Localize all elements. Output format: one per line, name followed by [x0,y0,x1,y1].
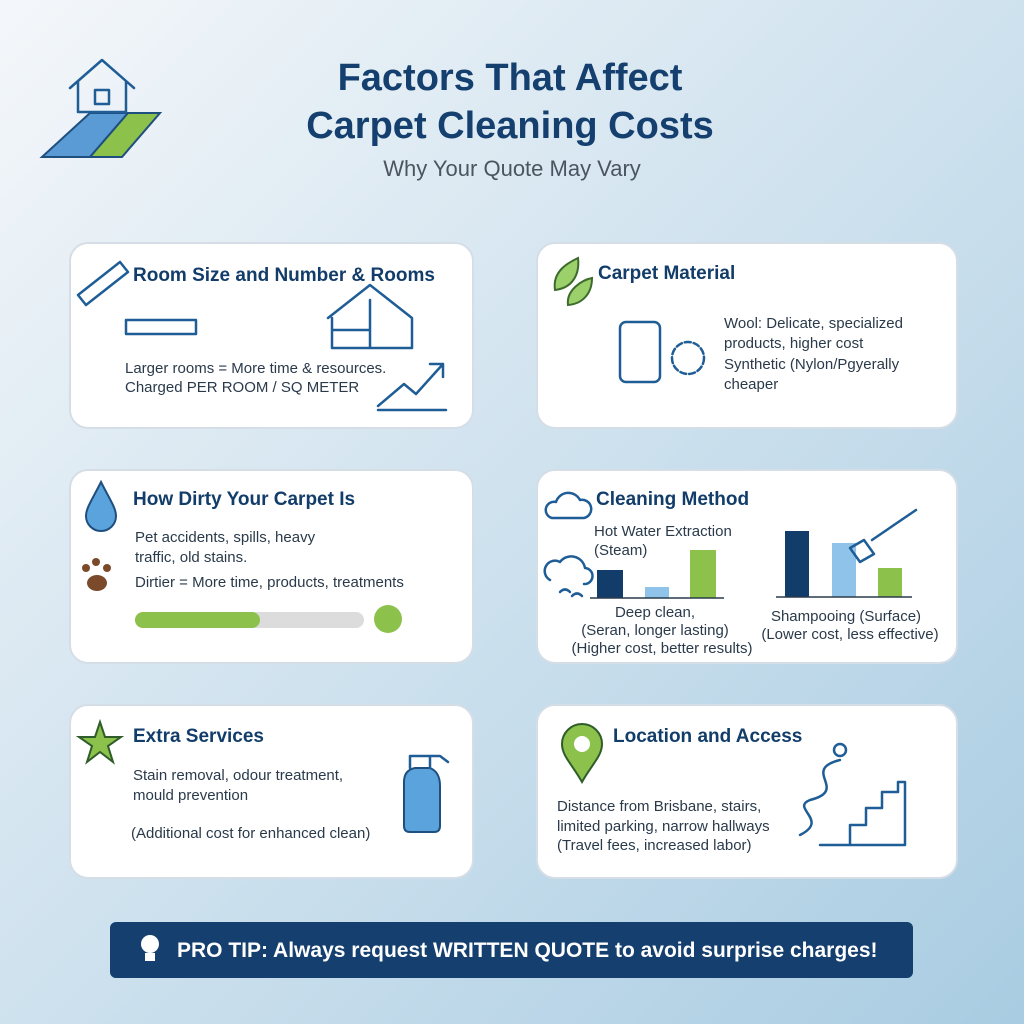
bar-decoration [590,531,912,599]
card-text: (Higher cost, better results) [572,640,753,657]
card-title: Location and Access [613,726,802,747]
pin-icon [560,723,604,785]
steam-icon [543,555,594,598]
card-text: traffic, old stains. [135,549,247,566]
trend-icon [376,362,448,412]
gear-icon [670,340,706,376]
card-text: limited parking, narrow hallways [557,818,770,835]
card-text: Larger rooms = More time & resources. [125,360,386,377]
pin-icon [832,742,848,758]
card-title: Carpet Material [598,263,735,284]
card [536,469,958,664]
card-text: Wool: Delicate, specialized [724,315,903,332]
spray-icon [403,767,441,833]
card [69,242,474,429]
card-title: How Dirty Your Carpet Is [133,489,355,510]
card-text: Distance from Brisbane, stairs, [557,798,761,815]
subtitle: Why Your Quote May Vary [383,156,641,181]
card-text: Shampooing (Surface) [771,608,921,625]
card-text: (Steam) [594,542,647,559]
leaf-icon [553,256,594,307]
spool-icon [618,320,662,384]
logo-icon [39,58,163,158]
ruler-icon [76,260,130,307]
card-text: (Seran, longer lasting) [581,622,729,639]
stairs-icon [798,758,907,847]
card-title: Extra Services [133,726,264,747]
card-text: Deep clean, [615,604,695,621]
card-text: Charged PER ROOM / SQ METER [125,379,359,396]
card-text: products, higher cost [724,335,864,352]
card [536,704,958,879]
title: Carpet Cleaning Costs [306,105,714,147]
pin-icon [574,736,590,752]
card-text: Stain removal, odour treatment, [133,767,343,784]
card-text: mould prevention [133,787,248,804]
star-icon [75,718,125,765]
card-text: Pet accidents, spills, heavy [135,529,316,546]
ruler-icon [124,318,198,336]
tip-banner [110,922,913,978]
card-text: cheaper [724,376,778,393]
tip-text: PRO TIP: Always request WRITTEN QUOTE to… [177,939,878,962]
cloud-icon [544,491,593,520]
brush-icon [848,508,918,564]
title: Factors That Affect [338,57,683,99]
card-text: Dirtier = More time, products, treatment… [135,574,404,591]
card-text: Hot Water Extraction [594,523,732,540]
card-text: (Additional cost for enhanced clean) [131,825,370,842]
card-text: (Travel fees, increased labor) [557,837,752,854]
spray-icon [408,754,450,770]
dollar-icon [374,605,402,633]
card-title: Room Size and Number & Rooms [133,265,435,286]
card [69,704,474,879]
house-plan-icon [326,283,414,350]
bulb-icon [141,935,159,961]
drop-icon [84,479,118,532]
card-text: (Lower cost, less effective) [761,626,938,643]
paw-icon [82,558,111,591]
card-title: Cleaning Method [596,489,749,510]
card-text: Synthetic (Nylon/Pgyerally [724,356,900,373]
progress-fill [135,612,260,628]
